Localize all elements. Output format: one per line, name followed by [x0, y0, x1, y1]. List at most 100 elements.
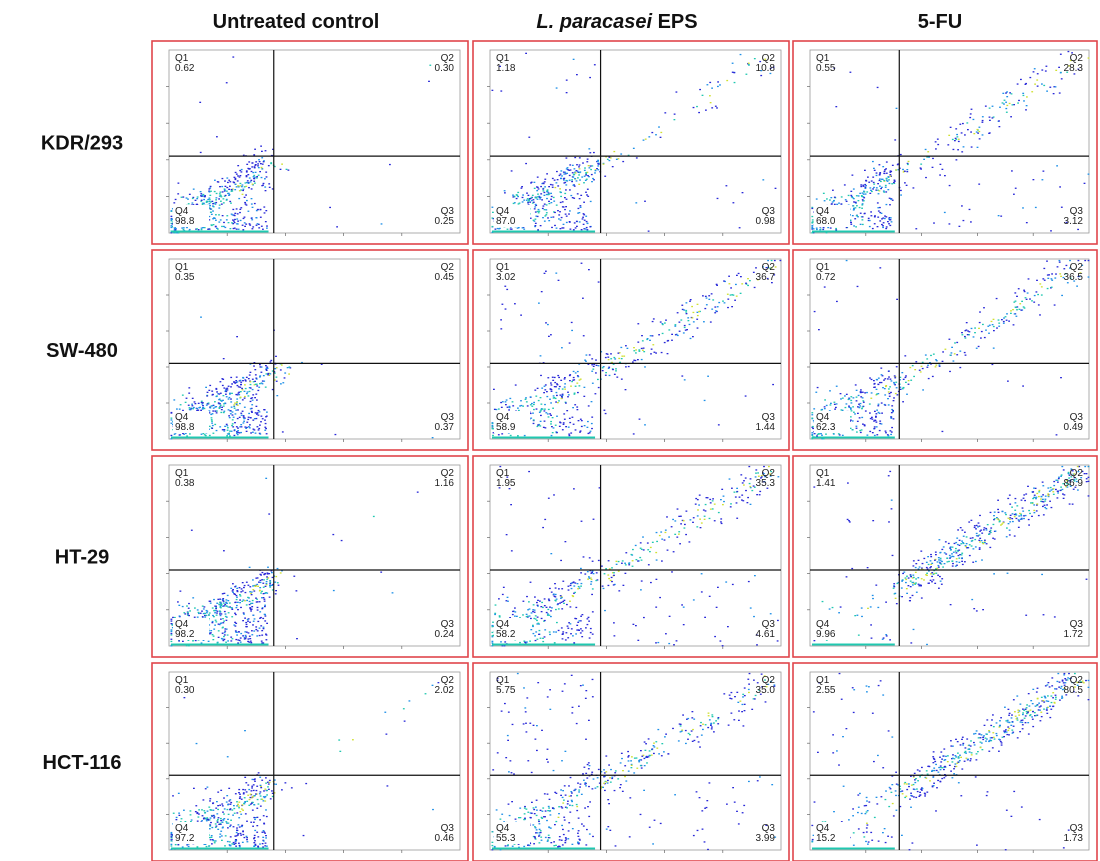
event-dot: [884, 169, 886, 171]
event-dot: [875, 172, 878, 174]
event-dot: [218, 204, 221, 206]
event-dot: [741, 192, 744, 194]
event-dot: [942, 566, 944, 568]
event-dot: [1015, 517, 1018, 520]
event-dot: [215, 214, 217, 216]
event-dot: [547, 408, 550, 411]
event-dot: [535, 395, 538, 397]
event-dot: [262, 597, 265, 599]
event-dot: [244, 203, 247, 205]
event-dot: [222, 198, 225, 200]
event-dot: [1041, 481, 1044, 483]
event-dot: [558, 385, 561, 388]
event-dot: [565, 426, 567, 428]
event-dot: [835, 106, 838, 108]
event-dot: [1055, 434, 1058, 436]
event-dot: [580, 615, 582, 617]
event-dot: [1025, 105, 1028, 107]
event-dot: [554, 583, 556, 585]
event-dot: [641, 340, 644, 342]
event-dot: [215, 608, 217, 610]
event-dot: [532, 201, 535, 203]
event-dot: [1046, 90, 1048, 92]
event-dot: [622, 160, 625, 163]
quadrant-name-q2: Q2: [762, 468, 776, 479]
event-dot: [968, 331, 971, 333]
event-dot: [1060, 486, 1062, 488]
event-dot: [582, 223, 585, 225]
event-dot: [906, 171, 909, 173]
event-dot: [552, 593, 555, 595]
event-dot: [954, 342, 956, 344]
event-dot: [956, 564, 958, 566]
event-dot: [889, 217, 892, 219]
event-dot: [203, 434, 206, 436]
event-dot: [850, 402, 853, 404]
event-dot: [203, 196, 206, 198]
event-dot: [888, 223, 890, 225]
event-dot: [227, 612, 230, 614]
event-dot: [841, 397, 844, 399]
event-dot: [698, 504, 700, 506]
event-dot: [224, 185, 227, 187]
event-dot: [517, 227, 520, 229]
event-dot: [249, 371, 252, 373]
event-dot: [544, 629, 547, 631]
event-dot: [1030, 502, 1032, 504]
event-dot: [249, 621, 251, 623]
event-dot: [857, 200, 860, 202]
event-dot: [250, 608, 253, 610]
event-dot: [229, 413, 232, 415]
event-dot: [264, 419, 266, 421]
event-dot: [828, 608, 831, 610]
event-dot: [1001, 102, 1004, 104]
event-dot: [538, 302, 540, 304]
event-dot: [876, 434, 879, 436]
event-dot: [624, 564, 627, 566]
event-dot: [1018, 99, 1020, 102]
event-dot: [239, 379, 242, 381]
event-dot: [265, 433, 268, 435]
event-dot: [173, 228, 176, 230]
event-dot: [231, 608, 234, 610]
event-dot: [561, 227, 564, 229]
event-dot: [236, 218, 239, 220]
event-dot: [539, 637, 542, 639]
event-dot: [557, 374, 560, 377]
event-dot: [811, 224, 814, 227]
event-dot: [618, 357, 621, 360]
event-dot: [811, 434, 814, 437]
event-dot: [932, 157, 934, 160]
event-dot: [767, 266, 769, 268]
event-dot: [823, 406, 826, 408]
event-dot: [977, 132, 979, 134]
event-dot: [652, 344, 655, 346]
event-dot: [883, 379, 885, 381]
event-dot: [873, 382, 876, 385]
event-dot: [550, 334, 552, 336]
event-dot: [605, 568, 607, 570]
event-dot: [232, 56, 235, 58]
event-dot: [998, 325, 1001, 327]
event-dot: [576, 406, 579, 408]
event-dot: [779, 259, 782, 262]
event-dot: [202, 612, 205, 615]
event-dot: [633, 359, 636, 361]
event-dot: [537, 212, 540, 214]
event-dot: [829, 199, 831, 201]
event-dot: [887, 189, 890, 191]
event-dot: [878, 179, 881, 182]
event-dot: [849, 71, 852, 73]
event-dot: [715, 606, 718, 608]
event-dot: [581, 636, 584, 638]
event-dot: [811, 206, 814, 209]
event-dot: [853, 201, 855, 203]
event-dot: [921, 367, 924, 370]
quadrant-name-q1: Q1: [175, 53, 189, 64]
event-dot: [588, 269, 590, 271]
event-dot: [883, 191, 886, 193]
event-dot: [578, 620, 581, 622]
event-dot: [228, 179, 231, 181]
event-dot: [215, 406, 218, 408]
event-dot: [888, 179, 890, 181]
